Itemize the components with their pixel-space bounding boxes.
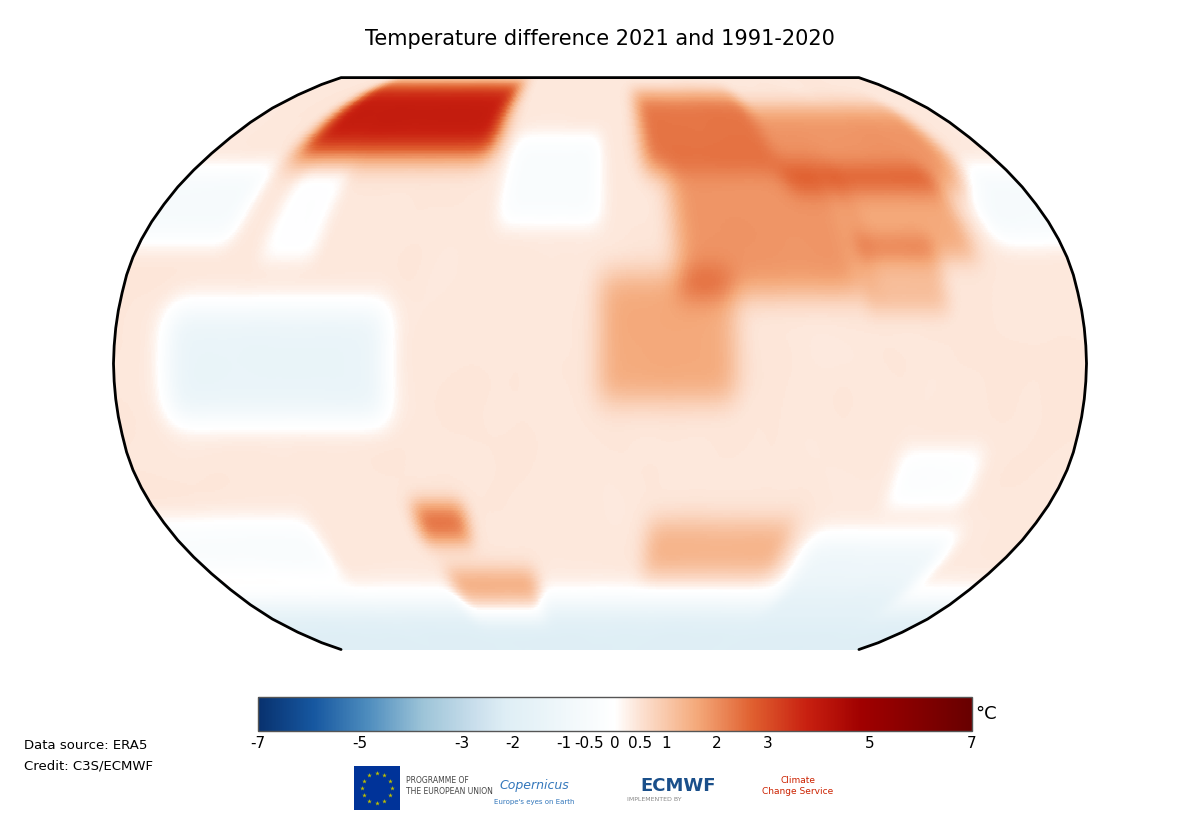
Text: Credit: C3S/ECMWF: Credit: C3S/ECMWF — [24, 760, 154, 773]
Text: ECMWF: ECMWF — [641, 777, 715, 795]
Text: Climate
Change Service: Climate Change Service — [762, 776, 834, 796]
Text: IMPLEMENTED BY: IMPLEMENTED BY — [626, 797, 682, 801]
Text: Temperature difference 2021 and 1991-2020: Temperature difference 2021 and 1991-202… — [365, 29, 835, 48]
Text: PROGRAMME OF
THE EUROPEAN UNION: PROGRAMME OF THE EUROPEAN UNION — [406, 775, 492, 797]
Text: Data source: ERA5: Data source: ERA5 — [24, 739, 148, 752]
Text: Europe's eyes on Earth: Europe's eyes on Earth — [493, 799, 575, 806]
Text: Copernicus: Copernicus — [499, 779, 569, 792]
Text: °C: °C — [976, 705, 997, 723]
